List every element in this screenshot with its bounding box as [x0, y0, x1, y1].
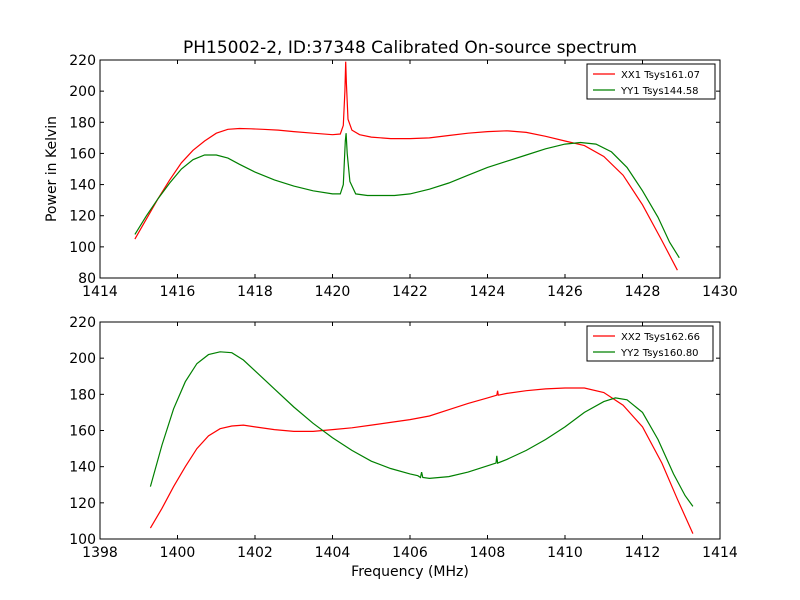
legend-entry: YY2 Tsys160.80 [620, 348, 699, 359]
y-tick-label: 180 [69, 115, 96, 131]
x-tick-label: 1414 [702, 545, 738, 561]
series-line-xx2 [149, 387, 694, 534]
bottom-panel: 1398 1400 1402 1404 1406 1408 1410 1412 1414 100 1… [69, 315, 738, 561]
series-line-yy1 [134, 133, 680, 259]
x-tick-label: 1420 [315, 284, 351, 300]
legend-entry: YY1 Tsys144.58 [620, 86, 699, 97]
y-tick-label: 120 [69, 209, 96, 225]
y-tick-label: 200 [69, 351, 96, 367]
x-tick-label: 1404 [315, 545, 351, 561]
legend: XX2 Tsys162.66 YY2 Tsys160.80 [586, 325, 714, 362]
x-tick-label: 1430 [702, 284, 738, 300]
series-line-yy2 [149, 351, 694, 507]
series-line-xx1 [134, 61, 678, 271]
y-tick-label: 140 [69, 178, 96, 194]
x-tick-label: 1416 [160, 284, 196, 300]
x-tick-label: 1414 [82, 284, 118, 300]
y-tick-label: 220 [69, 53, 96, 69]
x-tick-label: 1424 [470, 284, 506, 300]
y-tick-label: 160 [69, 424, 96, 440]
x-tick-label: 1410 [547, 545, 583, 561]
y-tick-label: 220 [69, 315, 96, 331]
y-tick-label: 140 [69, 460, 96, 476]
x-tick-label: 1402 [237, 545, 273, 561]
x-tick-label: 1408 [470, 545, 506, 561]
x-tick-label: 1422 [392, 284, 428, 300]
top-panel: 1414 1416 1418 1420 1422 1424 1426 1428 1430 80 10… [69, 53, 738, 300]
x-axis-label: Frequency (MHz) [351, 564, 469, 580]
y-tick-label: 200 [69, 84, 96, 100]
x-tick-label: 1398 [82, 545, 118, 561]
y-tick-label: 180 [69, 387, 96, 403]
x-tick-label: 1412 [625, 545, 661, 561]
legend-entry: XX2 Tsys162.66 [621, 332, 700, 343]
figure-title: PH15002-2, ID:37348 Calibrated On-source… [183, 38, 637, 58]
x-tick-label: 1406 [392, 545, 428, 561]
legend-entry: XX1 Tsys161.07 [621, 70, 700, 81]
legend-box [586, 325, 714, 362]
y-tick-label: 100 [69, 532, 96, 548]
y-axis-label: Power in Kelvin [44, 116, 60, 222]
x-tick-label: 1426 [547, 284, 583, 300]
y-tick-label: 120 [69, 496, 96, 512]
y-tick-label: 100 [69, 240, 96, 256]
legend: XX1 Tsys161.07 YY1 Tsys144.58 [586, 63, 716, 100]
x-tick-label: 1400 [160, 545, 196, 561]
x-tick-label: 1428 [625, 284, 661, 300]
y-tick-label: 160 [69, 146, 96, 162]
y-tick-label: 80 [78, 271, 96, 287]
x-tick-label: 1418 [237, 284, 273, 300]
legend-box [586, 63, 716, 100]
